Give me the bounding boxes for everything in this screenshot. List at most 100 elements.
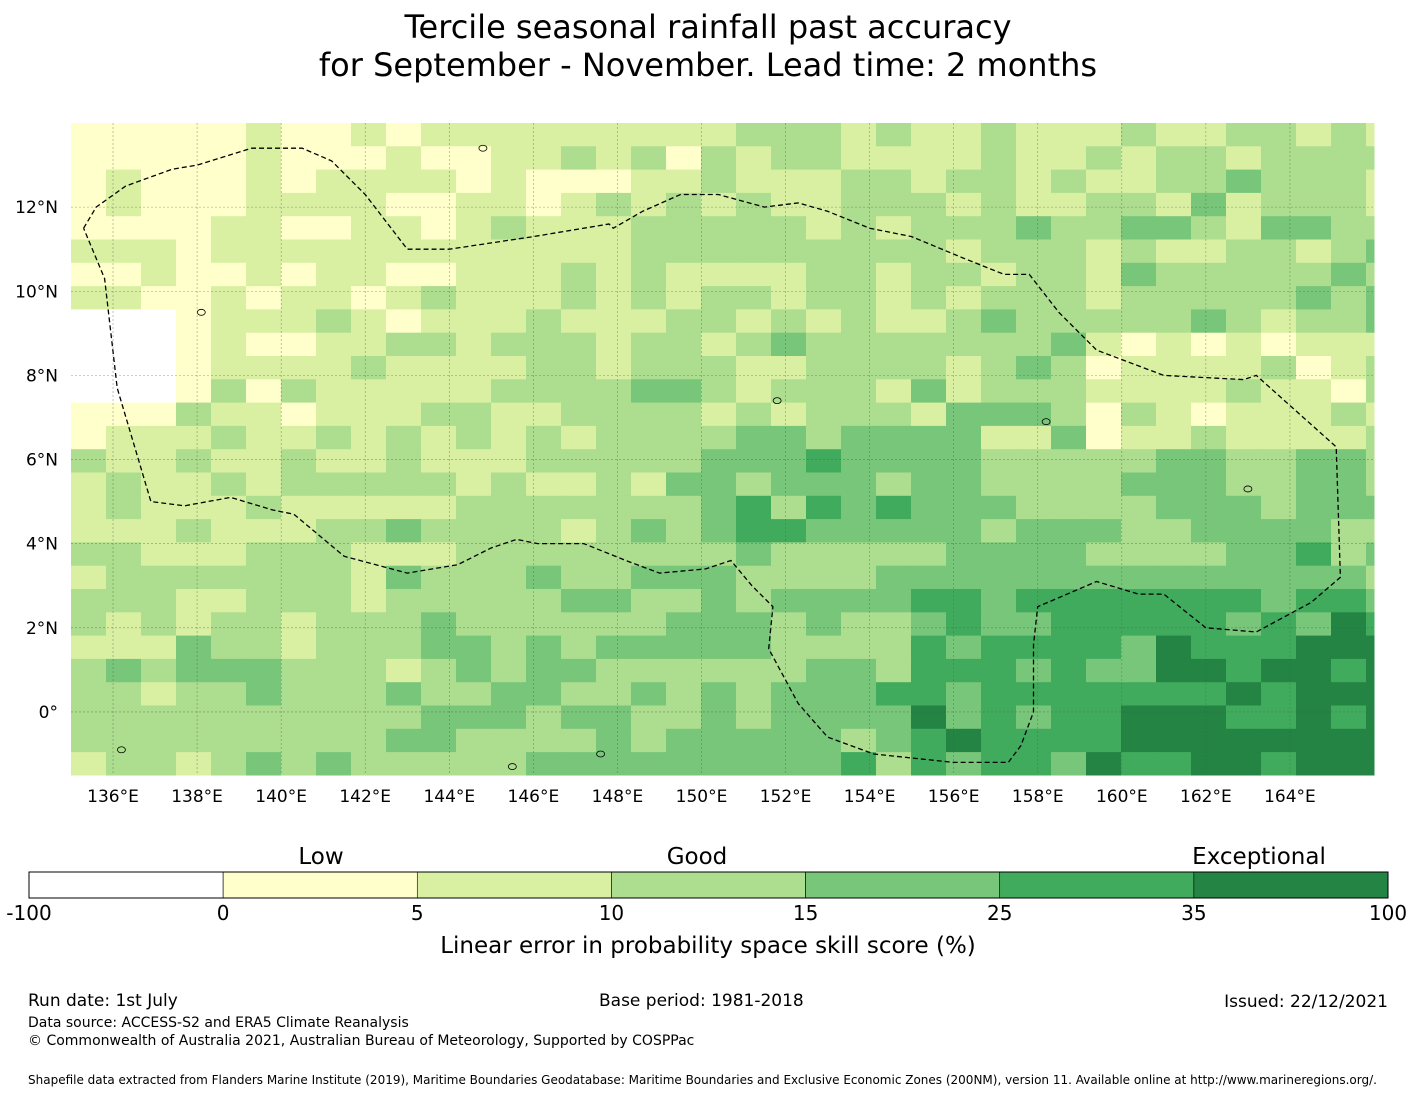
grid-cell — [176, 309, 212, 334]
grid-cell — [211, 542, 247, 567]
grid-cell — [106, 682, 142, 706]
grid-cell — [176, 449, 212, 473]
grid-cell — [1086, 169, 1122, 194]
grid-cell — [631, 705, 667, 730]
title-line-2: for September - November. Lead time: 2 m… — [318, 46, 1098, 84]
grid-cell — [981, 332, 1017, 357]
grid-cell — [876, 332, 912, 357]
grid-cell — [1226, 402, 1262, 427]
grid-cell — [386, 682, 422, 706]
grid-cell — [71, 658, 107, 683]
grid-cell — [666, 123, 702, 147]
grid-cell — [1296, 635, 1332, 660]
grid-cell — [526, 379, 562, 404]
colorbar-swatch — [222, 871, 418, 899]
grid-cell — [631, 589, 667, 613]
grid-cell — [841, 379, 877, 404]
grid-cell — [1296, 565, 1332, 590]
grid-cell — [1191, 262, 1227, 287]
grid-cell — [771, 262, 807, 287]
grid-cell — [141, 146, 177, 171]
grid-cell — [1366, 379, 1375, 404]
grid-cell — [1191, 425, 1227, 450]
grid-cell — [911, 635, 947, 660]
colorbar-tick-label: 25 — [987, 901, 1012, 925]
grid-cell — [596, 402, 632, 427]
grid-cell — [1051, 728, 1087, 753]
grid-cell — [1226, 565, 1262, 590]
grid-cell — [281, 705, 317, 730]
grid-cell — [421, 519, 457, 543]
grid-cell — [596, 425, 632, 450]
grid-cell — [1051, 123, 1087, 147]
grid-cell — [561, 449, 597, 473]
grid-cell — [421, 146, 457, 171]
grid-cell — [386, 169, 422, 194]
grid-cell — [421, 495, 457, 520]
grid-cell — [1051, 519, 1087, 543]
grid-cell — [386, 402, 422, 427]
grid-cell — [666, 146, 702, 171]
grid-cell — [1016, 192, 1052, 217]
grid-cell — [981, 728, 1017, 753]
grid-cell — [1016, 589, 1052, 613]
grid-cell — [1226, 239, 1262, 264]
grid-cell — [771, 752, 807, 776]
grid-cell — [981, 682, 1017, 706]
grid-cell — [666, 635, 702, 660]
grid-cell — [351, 239, 387, 264]
shapefile-credit: Shapefile data extracted from Flanders M… — [28, 1073, 1377, 1087]
grid-cell — [841, 239, 877, 264]
grid-cell — [1296, 123, 1332, 147]
grid-cell — [491, 169, 527, 194]
lon-tick-label: 152°E — [760, 787, 812, 807]
grid-cell — [71, 449, 107, 473]
grid-cell — [106, 495, 142, 520]
grid-cell — [561, 542, 597, 567]
grid-cell — [106, 262, 142, 287]
grid-cell — [246, 449, 282, 473]
grid-cell — [1331, 262, 1367, 287]
grid-cell — [1086, 332, 1122, 357]
grid-cell — [456, 728, 492, 753]
grid-cell — [1366, 262, 1375, 287]
grid-cell — [806, 519, 842, 543]
grid-cell — [911, 425, 947, 450]
grid-cell — [1296, 472, 1332, 497]
grid-cell — [561, 332, 597, 357]
grid-cell — [911, 286, 947, 310]
grid-cell — [176, 216, 212, 240]
grid-cell — [281, 146, 317, 171]
colorbar-swatch — [999, 871, 1195, 899]
grid-cell — [1331, 309, 1367, 334]
lon-tick-label: 160°E — [1096, 787, 1148, 807]
grid-cell — [631, 682, 667, 706]
grid-cell — [1261, 146, 1297, 171]
grid-cell — [631, 192, 667, 217]
grid-cell — [1156, 449, 1192, 473]
grid-cell — [666, 728, 702, 753]
colorbar-tick-label: 100 — [1369, 901, 1407, 925]
colorbar-swatch — [28, 871, 224, 899]
grid-cell — [456, 286, 492, 310]
grid-cell — [666, 379, 702, 404]
grid-cell — [1261, 635, 1297, 660]
grid-cell — [316, 752, 352, 776]
grid-cell — [736, 379, 772, 404]
grid-cell — [1016, 752, 1052, 776]
grid-cell — [106, 658, 142, 683]
grid-cell — [666, 286, 702, 310]
grid-cell — [316, 589, 352, 613]
lon-tick-label: 158°E — [1012, 787, 1064, 807]
grid-cell — [176, 495, 212, 520]
grid-cell — [1331, 658, 1367, 683]
grid-cell — [981, 565, 1017, 590]
grid-cell — [316, 169, 352, 194]
grid-cell — [1016, 146, 1052, 171]
grid-cell — [281, 635, 317, 660]
title-line-1: Tercile seasonal rainfall past accuracy — [404, 8, 1012, 46]
grid-cell — [1191, 705, 1227, 730]
grid-cell — [71, 402, 107, 427]
grid-cell — [946, 402, 982, 427]
grid-cell — [176, 356, 212, 380]
